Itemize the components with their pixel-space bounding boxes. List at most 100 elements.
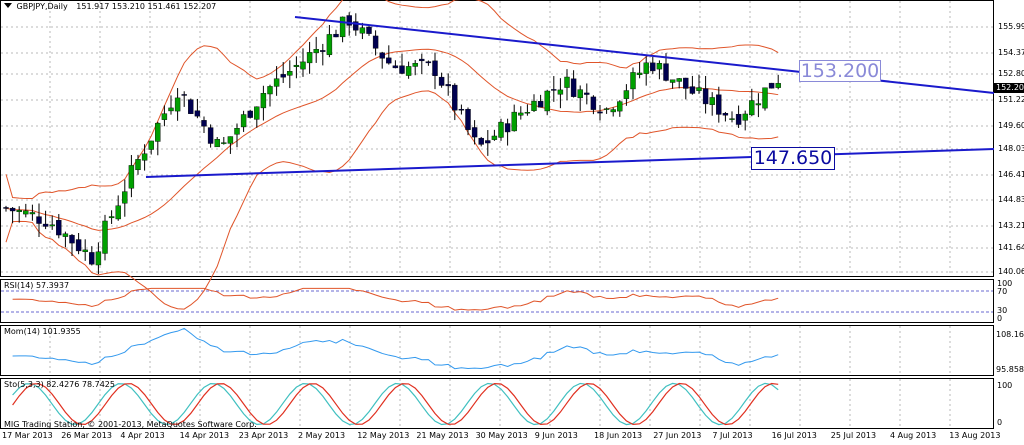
candle-body [650,62,656,72]
candle-body [669,79,676,83]
price-tick: 155.995 [998,22,1024,31]
date-tick: 27 Jun 2013 [653,431,702,440]
main-pane-frame [0,0,994,277]
candle-body [570,78,577,97]
rsi-label: RSI(14) 57.3937 [4,281,70,290]
candle-body [287,71,293,76]
candle-body [722,113,729,116]
date-tick: 17 Mar 2013 [2,431,53,440]
candle-body [353,21,359,31]
momentum-line [12,327,779,370]
candle-body [254,106,260,120]
candle-body [148,140,154,150]
candle-body [372,35,379,49]
candle-body [168,107,174,112]
candle-body [201,120,207,127]
candle-body [9,207,16,212]
candle-body [623,90,630,99]
candle-body [491,135,498,140]
mom-tick-high: 108.1691 [996,330,1024,339]
mom-label: Mom(14) 101.9355 [4,327,81,336]
date-tick: 25 Jul 2013 [830,431,877,440]
candle-body [775,83,781,88]
candle-body [452,84,458,111]
candle-body [42,223,49,227]
indicator-lines [12,287,779,426]
sto-pane-frame [0,378,994,429]
stochastic-signal-line [12,382,779,426]
candle-body [188,99,194,114]
candle-body [537,101,544,108]
candle-body [630,72,636,90]
candle-body [702,88,709,105]
date-tick: 7 Jul 2013 [712,431,753,440]
current-price-label: 152.207 [996,83,1024,92]
support-line[interactable] [145,148,995,178]
price-tick: 146.410 [998,170,1024,179]
candle-body [115,205,121,220]
candle-body [89,252,95,265]
resistance-price-box: 153.200 [799,60,881,82]
candle-body [683,77,689,89]
candle-body [155,122,161,142]
current-price-box [994,83,1024,93]
price-tick: 148.030 [998,144,1024,153]
candle-body [75,239,82,252]
candle-body [419,58,425,62]
candle-body [320,50,326,52]
date-tick: 30 May 2013 [475,431,528,440]
candle-body [379,52,385,59]
date-tick: 21 May 2013 [416,431,469,440]
candle-body [108,216,115,219]
mom-pane-frame [0,325,994,376]
candle-body [478,137,484,145]
candle-body [359,27,366,34]
candle-body [313,49,319,54]
candle-body [273,78,280,87]
candle-body [56,220,62,236]
date-tick: 14 Apr 2013 [179,431,230,440]
date-tick: 23 Apr 2013 [238,431,289,440]
candle-body [551,89,557,91]
candle-body [36,216,42,224]
date-tick: 4 Aug 2013 [890,431,937,440]
price-tick: 144.835 [998,195,1024,204]
sto-tick-0: 0 [997,418,1003,427]
candle-body [326,34,333,56]
candle-body [498,121,504,138]
rsi-line [12,287,779,311]
candle-body [366,26,372,34]
date-tick: 12 May 2013 [357,431,410,440]
candle-body [742,113,748,121]
candle-body [82,249,88,253]
candle-body [564,76,570,88]
support-price-box: 147.650 [751,147,835,170]
candle-body [544,90,550,112]
candle-body [438,76,445,86]
candle-body [584,92,590,95]
candle-body [485,140,491,144]
rsi-tick-70: 70 [997,287,1008,296]
candle-body [16,209,22,213]
candle-body [207,127,214,144]
candle-body [696,87,702,91]
candle-body [597,111,603,114]
rsi-pane-frame [0,279,994,323]
price-tick: 141.640 [998,243,1024,252]
candle-body [122,191,128,204]
date-tick: 2 May 2013 [298,431,346,440]
bb-lower [5,90,779,310]
candle-body [293,64,300,67]
candle-body [161,113,168,120]
candle-body [260,93,267,109]
stochastic-main-line [12,382,779,426]
candle-body [339,16,346,38]
rsi-tick-100: 100 [997,279,1013,288]
candle-body [425,61,432,64]
candle-body [62,233,69,237]
candle-body [465,109,471,130]
candle-body [531,100,537,111]
candle-body [445,84,451,87]
candle-body [432,60,438,76]
